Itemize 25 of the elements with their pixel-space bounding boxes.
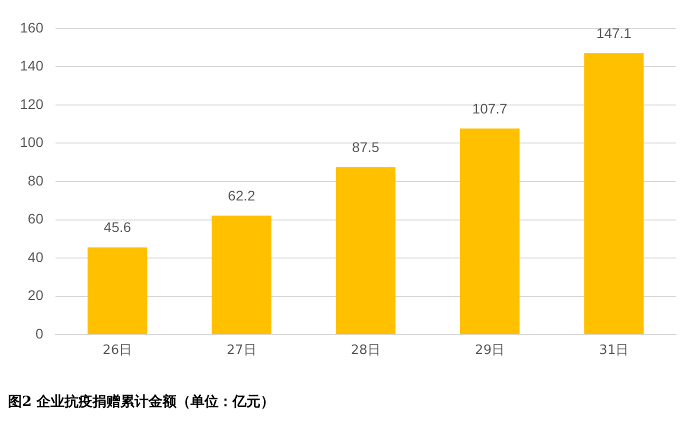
x-tick-label: 29日 [475,342,505,358]
x-tick-label: 27日 [226,342,256,358]
bar [88,247,148,334]
x-tick-label: 28日 [350,342,380,358]
y-tick-label: 80 [28,172,44,188]
bar [212,216,272,334]
y-tick-label: 0 [36,325,44,342]
y-tick-label: 120 [20,96,44,112]
y-tick-label: 60 [28,210,44,227]
data-label: 45.6 [104,219,132,236]
x-tick-label: 26日 [102,342,132,358]
y-tick-label: 20 [28,287,44,304]
y-tick-label: 100 [20,134,44,150]
x-tick-label: 31日 [599,342,629,358]
data-label: 62.2 [228,187,256,204]
y-tick-label: 160 [20,19,44,36]
y-tick-label: 140 [20,58,44,74]
bar [336,167,396,334]
y-tick-label: 40 [28,248,44,265]
bar [584,53,644,334]
data-label: 107.7 [472,100,508,116]
data-label: 147.1 [596,24,632,41]
bar [460,128,520,334]
data-label: 87.5 [352,139,380,156]
text: 图2 企业抗疫捐赠累计金额（单位：亿元） [8,393,275,410]
